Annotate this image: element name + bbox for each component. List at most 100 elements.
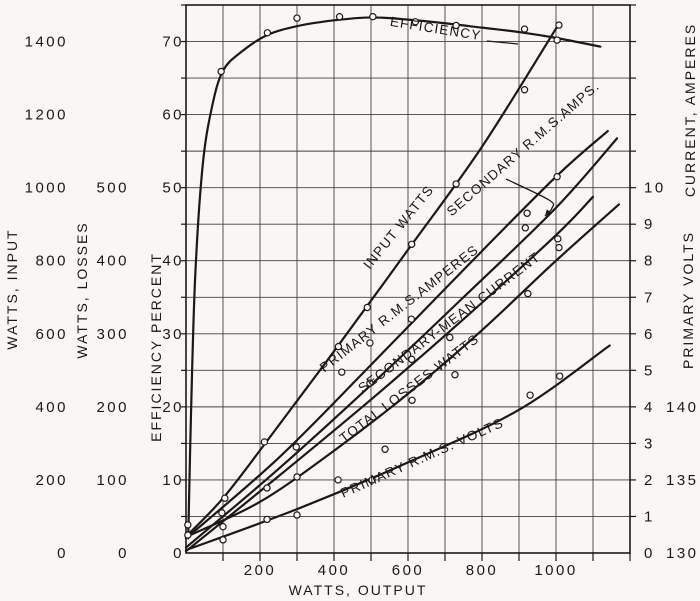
data-point <box>335 12 344 21</box>
x-tick-label: 600 <box>392 562 425 579</box>
series-total_losses_watts-markers <box>381 243 563 453</box>
data-point <box>366 339 374 347</box>
efficiency-tick-label: 20 <box>162 399 184 416</box>
efficiency-tick-label: 60 <box>162 107 184 124</box>
amperes-tick-label: 4 <box>644 399 655 416</box>
data-point <box>556 372 564 380</box>
data-point <box>526 391 534 399</box>
series-total_losses_watts-line <box>184 203 620 539</box>
watts-input-tick-label: 800 <box>35 253 68 270</box>
efficiency-tick-label: 70 <box>162 34 184 51</box>
series-efficiency-line <box>187 16 602 540</box>
data-point <box>381 445 389 453</box>
efficiency-tick-label: 10 <box>162 472 184 489</box>
data-point <box>293 473 301 481</box>
data-point <box>368 476 376 484</box>
data-point <box>369 12 377 21</box>
amperes-tick-label: 8 <box>644 253 655 270</box>
watts-input-tick-label: 600 <box>35 326 68 343</box>
tick-labels: 200 400 600 800 1000020040060080010001200140… <box>25 34 699 579</box>
series-secondary_rms_amps-markers <box>219 224 529 531</box>
data-point <box>523 209 531 217</box>
volts-tick-label: 140 <box>666 399 699 416</box>
watts-input-tick-label: 0 <box>57 545 68 562</box>
series-primary_rms_amperes-markers <box>184 173 561 529</box>
watts-losses-tick-label: 300 <box>96 326 129 343</box>
data-point <box>554 235 562 243</box>
data-point <box>521 224 529 232</box>
data-point <box>334 476 342 484</box>
data-point <box>184 531 192 539</box>
volts-tick-label: 130 <box>666 545 699 562</box>
x-tick-label: 400 <box>318 562 351 579</box>
efficiency-tick-label: 40 <box>162 253 184 270</box>
amperes-tick-label: 9 <box>644 216 655 233</box>
watts-input-tick-label: 1200 <box>25 107 68 124</box>
efficiency-axis-title: EFFICIENCY PERCENT <box>148 252 164 442</box>
amperes-tick-label: 3 <box>644 435 655 452</box>
watts-losses-tick-label: 400 <box>96 253 129 270</box>
leader-arrowhead-icon <box>545 209 552 216</box>
data-point <box>260 438 269 446</box>
watts-input-tick-label: 1000 <box>25 180 68 197</box>
primary-volts-axis-title: PRIMARY VOLTS <box>680 230 696 370</box>
watts-losses-tick-label: 100 <box>96 472 129 489</box>
series-efficiency-label: EFFICIENCY <box>389 14 482 43</box>
data-point <box>363 303 371 312</box>
data-point <box>452 21 460 30</box>
data-point <box>408 240 416 248</box>
data-point <box>293 511 301 519</box>
watts-input-tick-label: 1400 <box>25 34 68 51</box>
x-axis-title: WATTS, OUTPUT <box>288 582 428 598</box>
data-point <box>218 509 226 517</box>
data-point <box>366 379 374 387</box>
watts-input-tick-label: 400 <box>35 399 68 416</box>
data-point <box>524 289 532 298</box>
data-point <box>553 36 561 44</box>
series-efficiency-leader-line <box>486 40 519 45</box>
amperes-tick-label: 6 <box>644 326 655 343</box>
grid <box>186 5 630 553</box>
data-point <box>451 371 459 379</box>
data-point <box>338 368 346 376</box>
x-tick-label: 1000 <box>534 562 577 579</box>
data-point <box>520 86 529 94</box>
data-point <box>293 14 301 22</box>
watts-losses-tick-label: 0 <box>118 545 129 562</box>
series-efficiency-markers <box>217 12 561 76</box>
series-secondary_rms_amps-label: SECONDARY R.M.S.AMPS. <box>444 78 603 219</box>
data-point <box>520 25 529 33</box>
series-input_watts-markers <box>184 21 563 539</box>
efficiency-tick-label: 0 <box>173 545 184 562</box>
data-point <box>408 396 416 404</box>
data-point <box>292 443 300 451</box>
data-point <box>263 29 272 37</box>
amperes-tick-label: 2 <box>644 472 655 489</box>
watts-input-tick-label: 200 <box>35 472 68 489</box>
series-input_watts-line <box>184 21 561 538</box>
data-point <box>553 173 561 181</box>
data-point <box>263 484 271 492</box>
amperes-tick-label: 0 <box>644 545 655 562</box>
data-point <box>334 342 343 351</box>
data-point <box>184 521 192 529</box>
data-point <box>411 18 420 26</box>
amperes-tick-label: 10 <box>644 180 666 197</box>
series-secondary_rms_amps-line <box>184 137 619 549</box>
x-tick-label: 800 <box>466 562 499 579</box>
data-point <box>452 180 460 188</box>
efficiency-tick-label: 30 <box>162 326 184 343</box>
data-point <box>555 21 563 29</box>
axis-ticks <box>181 4 636 561</box>
x-tick-label: 200 <box>244 562 277 579</box>
data-point <box>219 536 227 544</box>
current-amperes-axis-title: CURRENT, AMPERES <box>682 22 698 198</box>
data-point <box>221 494 229 502</box>
series-primary_rms_volts-line <box>184 344 611 552</box>
data-point <box>408 355 416 364</box>
watts-losses-axis-title: WATTS, LOSSES <box>74 221 90 359</box>
watts-input-axis-title: WATTS, INPUT <box>4 228 20 350</box>
series-primary_rms_volts-markers <box>219 372 564 544</box>
